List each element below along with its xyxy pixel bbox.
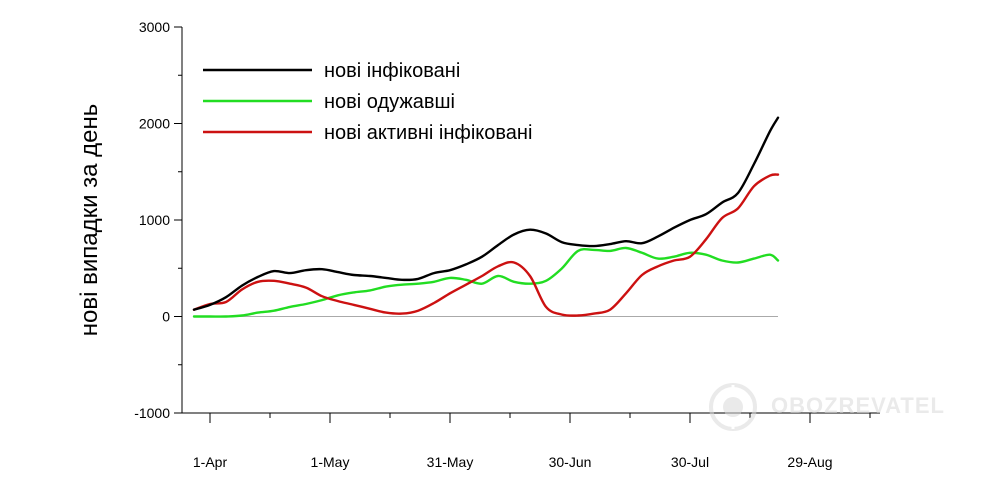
legend-label: нові одужавші	[324, 91, 455, 113]
watermark-logo-icon	[709, 383, 757, 431]
watermark-text: OBOZREVATEL	[771, 393, 945, 418]
axes: -1000 0 1000 2000 3000 1-Apr 1-May 31-May 30-Jun…	[134, 19, 880, 470]
y-tick-label: 3000	[139, 19, 170, 35]
x-tick-label: 30-Jun	[549, 454, 592, 470]
y-axis-title: нові випадки за день	[76, 104, 103, 337]
x-tick-label: 31-May	[427, 454, 474, 470]
y-tick-label: 2000	[139, 116, 170, 132]
series-layer	[192, 116, 780, 318]
x-tick-label: 29-Aug	[787, 454, 832, 470]
x-tick-label: 30-Jul	[671, 454, 709, 470]
series-line-1	[192, 246, 780, 318]
y-tick-label: 1000	[139, 212, 170, 228]
y-tick-label: -1000	[134, 405, 170, 421]
y-tick-label: 0	[162, 309, 170, 325]
legend-label: нові активні інфіковані	[324, 122, 532, 144]
legend: нові інфіковані нові одужавші нові активні…	[203, 60, 532, 144]
series-line-2	[192, 173, 780, 317]
x-tick-label: 1-Apr	[193, 454, 228, 470]
x-tick-label: 1-May	[311, 454, 350, 470]
series-line-0	[192, 116, 780, 311]
watermark: OBOZREVATEL	[703, 381, 953, 433]
legend-label: нові інфіковані	[324, 60, 460, 82]
